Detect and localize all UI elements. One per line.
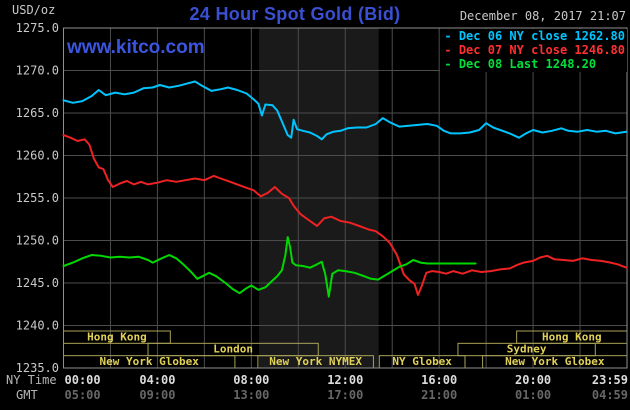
series-line-dec-06	[62, 80, 628, 141]
session-label-london: London	[213, 343, 253, 356]
x-axis-ny-time-label: NY Time	[6, 373, 57, 387]
y-tick-label: 1245.0	[16, 276, 59, 290]
x-tick-ny: 04:00	[139, 373, 175, 387]
y-tick-label: 1270.0	[16, 64, 59, 78]
x-tick-ny: 00:00	[65, 373, 101, 387]
legend-item-1: - Dec 07 NY close 1246.80	[444, 43, 625, 57]
chart-title: 24 Hour Spot Gold (Bid)	[189, 4, 401, 24]
x-tick-ny: 23:59	[592, 373, 628, 387]
y-tick-label: 1265.0	[16, 106, 59, 120]
x-tick-ny: 12:00	[327, 373, 363, 387]
chart-timestamp: December 08, 2017 21:07	[459, 9, 626, 23]
x-tick-ny: 08:00	[233, 373, 269, 387]
session-label-ny-globex: NY Globex	[392, 355, 452, 368]
y-tick-label: 1260.0	[16, 149, 59, 163]
plot-border	[63, 27, 628, 369]
session-label-hong-kong: Hong Kong	[542, 330, 602, 343]
legend-item-0: - Dec 06 NY close 1262.80	[444, 29, 625, 43]
session-label-sydney: Sydney	[507, 343, 547, 356]
x-tick-gmt: 09:00	[139, 388, 175, 402]
session-label-hong-kong: Hong Kong	[87, 330, 147, 343]
x-tick-gmt: 04:59	[592, 388, 628, 402]
y-tick-label: 1240.0	[16, 319, 59, 333]
session-label-new-york-globex: New York Globex	[100, 355, 200, 368]
y-tick-label: 1255.0	[16, 191, 59, 205]
x-axis-gmt-label: GMT	[16, 388, 38, 402]
x-tick-ny: 20:00	[515, 373, 551, 387]
x-tick-gmt: 13:00	[233, 388, 269, 402]
legend-item-2: - Dec 08 Last 1248.20	[444, 57, 597, 71]
y-tick-label: 1275.0	[16, 21, 59, 35]
session-label-new-york-globex: New York Globex	[505, 355, 605, 368]
y-tick-label: 1250.0	[16, 234, 59, 248]
x-tick-gmt: 21:00	[421, 388, 457, 402]
x-tick-gmt: 17:00	[327, 388, 363, 402]
series-line-dec-08	[62, 236, 477, 298]
kitco-watermark-link[interactable]: www.kitco.com	[67, 37, 205, 58]
series-line-dec-07	[62, 134, 628, 296]
chart-legend: - Dec 06 NY close 1262.80- Dec 07 NY clo…	[440, 29, 627, 72]
x-tick-ny: 16:00	[421, 373, 457, 387]
y-axis-units-label: USD/oz	[12, 3, 56, 17]
x-tick-gmt: 05:00	[65, 388, 101, 402]
y-tick-label: 1235.0	[16, 361, 59, 375]
session-label-new-york-nymex: New York NYMEX	[269, 355, 362, 368]
x-tick-gmt: 01:00	[515, 388, 551, 402]
